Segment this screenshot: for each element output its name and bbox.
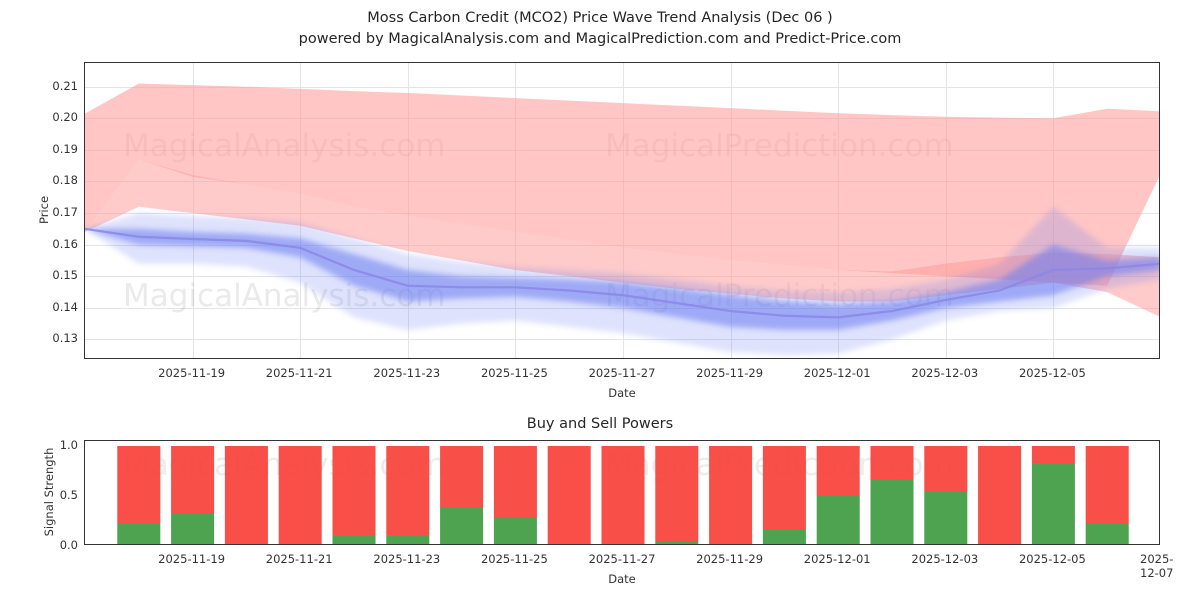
sell-bar	[709, 446, 753, 544]
buy-bar	[1031, 463, 1075, 544]
buy-bar	[117, 524, 161, 544]
sell-bar	[1085, 446, 1129, 524]
sell-bar	[171, 446, 215, 513]
price-x-axis-label: Date	[608, 386, 636, 400]
chart-title-block: Moss Carbon Credit (MCO2) Price Wave Tre…	[0, 8, 1200, 50]
buy-bar	[924, 492, 968, 544]
x-axis-tick-label: 2025-11-23	[373, 552, 441, 566]
sell-bar	[655, 446, 699, 541]
x-axis-tick-label: 2025-11-29	[696, 552, 764, 566]
y-axis-tick-label: 0.21	[52, 78, 78, 93]
y-axis-tick-label: 0.15	[52, 268, 78, 283]
buy-bar	[762, 530, 806, 544]
y-axis-tick-label: 0.18	[52, 173, 78, 188]
sell-bar	[816, 446, 860, 496]
y-axis-tick-label: 0.5	[59, 488, 78, 502]
gridline	[85, 339, 1159, 341]
price-center-line	[85, 227, 1159, 319]
buy-bar	[816, 496, 860, 544]
x-axis-tick-label: 2025-12-03	[911, 366, 979, 380]
gridline	[85, 86, 1159, 88]
sell-bar	[440, 446, 484, 507]
sell-bar	[978, 446, 1022, 544]
sell-bar	[1031, 446, 1075, 463]
x-axis-tick-label: 2025-12-05	[1018, 552, 1086, 566]
x-axis-tick-label: 2025-11-19	[158, 552, 226, 566]
buy-sell-bars	[117, 446, 1129, 544]
y-axis-tick-label: 0.17	[52, 205, 78, 220]
buy-sell-powers-plot: MagicalAnalysis.comMagicalPrediction.com	[84, 440, 1160, 545]
x-axis-tick-label: 2025-11-29	[696, 366, 764, 380]
y-axis-tick-label: 0.14	[52, 299, 78, 314]
x-axis-tick-label: 2025-12-03	[911, 552, 979, 566]
buy-bar	[440, 507, 484, 544]
x-axis-tick-label: 2025-11-25	[480, 552, 548, 566]
price-bands	[85, 83, 1159, 356]
sell-bar	[386, 446, 430, 535]
x-axis-tick-label: 2025-11-21	[265, 366, 333, 380]
sell-bar	[117, 446, 161, 524]
x-axis-tick-label: 2025-11-23	[373, 366, 441, 380]
sell-bar	[493, 446, 537, 518]
page-title: Moss Carbon Credit (MCO2) Price Wave Tre…	[367, 10, 833, 26]
buy-bar	[655, 541, 699, 544]
buy-bar	[1085, 524, 1129, 544]
y-axis-tick-label: 0.16	[52, 236, 78, 251]
x-axis-tick-label: 2025-12-05	[1018, 366, 1086, 380]
x-axis-tick-label: 2025-11-25	[480, 366, 548, 380]
y-axis-tick-label: 0.19	[52, 141, 78, 156]
buy-bar	[493, 518, 537, 544]
y-axis-tick-label: 0.13	[52, 331, 78, 346]
buy-bar	[386, 535, 430, 544]
x-axis-tick-label: 2025-12-01	[803, 552, 871, 566]
x-axis-tick-label: 2025-12-07	[1140, 552, 1174, 580]
sell-bar	[278, 446, 322, 544]
page-subtitle: powered by MagicalAnalysis.com and Magic…	[298, 31, 902, 47]
buy-bar	[171, 513, 215, 544]
y-axis-tick-label: 1.0	[59, 438, 78, 452]
sell-bar	[224, 446, 268, 544]
price-wave-plot: MagicalAnalysis.comMagicalPrediction.com…	[84, 62, 1160, 359]
buy-bar	[870, 479, 914, 544]
buy-bar	[332, 535, 376, 544]
sell-bar	[924, 446, 968, 492]
powers-x-axis-label: Date	[608, 572, 636, 586]
sell-bar	[547, 446, 591, 544]
buy-sell-title: Buy and Sell Powers	[526, 416, 674, 432]
x-axis-tick-label: 2025-12-01	[803, 366, 871, 380]
sell-bar	[762, 446, 806, 530]
x-axis-tick-label: 2025-11-27	[588, 552, 656, 566]
x-axis-tick-label: 2025-11-19	[158, 366, 226, 380]
x-axis-tick-label: 2025-11-27	[588, 366, 656, 380]
y-axis-tick-label: 0.20	[52, 110, 78, 125]
sell-bar	[332, 446, 376, 535]
sell-bar	[601, 446, 645, 544]
sell-bar	[870, 446, 914, 479]
x-axis-tick-label: 2025-11-21	[265, 552, 333, 566]
y-axis-tick-label: 0.0	[59, 538, 78, 552]
